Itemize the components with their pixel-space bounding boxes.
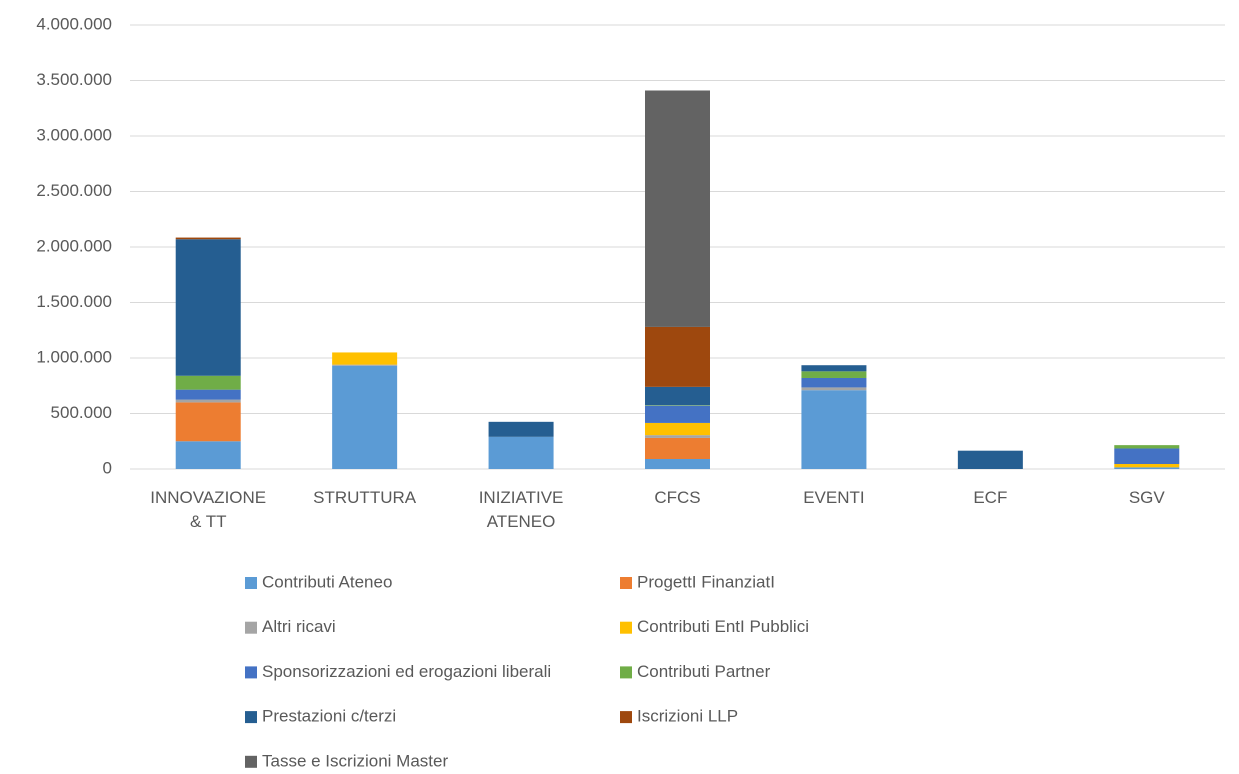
- bar-segment: [1114, 467, 1180, 469]
- legend-label: Contributi Partner: [637, 662, 771, 681]
- bar-segment: [645, 386, 710, 406]
- y-tick-label: 3.500.000: [36, 70, 112, 89]
- bar-segment: [645, 437, 710, 460]
- bar-segment: [175, 375, 241, 390]
- bar-segment: [645, 405, 710, 406]
- x-tick-label: EVENTI: [803, 488, 865, 507]
- bar-segment: [645, 90, 710, 327]
- bar-segment: [801, 365, 867, 372]
- bar-segment: [332, 364, 398, 366]
- legend-swatch: [620, 577, 632, 589]
- y-tick-label: 3.000.000: [36, 125, 112, 144]
- y-tick-label: 1.500.000: [36, 292, 112, 311]
- legend-swatch: [245, 711, 257, 724]
- bar-segment: [175, 237, 241, 240]
- legend-swatch: [620, 711, 632, 724]
- bar-segment: [801, 387, 867, 391]
- bar-segment: [175, 399, 241, 403]
- bar-segment: [645, 405, 710, 423]
- legend-label: Contributi Ateneo: [262, 572, 392, 591]
- bar-segment: [645, 326, 710, 387]
- legend-swatch: [245, 577, 257, 589]
- bar-segment: [175, 441, 241, 469]
- legend-label: ProgettI FinanziatI: [637, 572, 775, 591]
- legend-label: Altri ricavi: [262, 617, 336, 636]
- bar-segment: [1114, 445, 1180, 449]
- y-tick-label: 1.000.000: [36, 347, 112, 366]
- legend-swatch: [620, 621, 632, 634]
- bar-segment: [175, 402, 241, 442]
- y-tick-label: 500.000: [51, 403, 112, 422]
- legend-label: Contributi EntI Pubblici: [637, 617, 809, 636]
- bar-segment: [801, 390, 867, 469]
- x-tick-label: INNOVAZIONE & TT: [150, 488, 267, 531]
- bar-segment: [957, 450, 1023, 469]
- bar-segment: [175, 389, 241, 400]
- legend-swatch: [245, 755, 257, 768]
- legend-swatch: [245, 666, 257, 679]
- bar-segment: [645, 422, 710, 436]
- y-tick-label: 0: [103, 458, 112, 477]
- bar-segment: [175, 239, 241, 376]
- x-tick-label: CFCS: [654, 488, 701, 507]
- legend-swatch: [620, 666, 632, 679]
- x-tick-label: INIZIATIVE ATENEO: [478, 488, 564, 531]
- y-tick-label: 2.000.000: [36, 236, 112, 255]
- bar-segment: [332, 365, 398, 469]
- bar-segment: [332, 352, 398, 365]
- bar-segment: [645, 459, 710, 469]
- legend-label: Tasse e Iscrizioni Master: [262, 751, 448, 770]
- bar-segment: [488, 436, 554, 469]
- y-tick-label: 4.000.000: [36, 14, 112, 33]
- bar-segment: [1114, 464, 1180, 468]
- bar-segment: [1114, 448, 1180, 465]
- x-tick-label: STRUTTURA: [313, 488, 417, 507]
- legend-swatch: [245, 621, 257, 634]
- x-tick-label: ECF: [973, 488, 1008, 507]
- legend-label: Prestazioni c/terzi: [262, 707, 396, 726]
- x-tick-label: SGV: [1128, 488, 1165, 507]
- legend-label: Sponsorizzazioni ed erogazioni liberali: [262, 662, 551, 681]
- bar-segment: [801, 371, 867, 378]
- bar-segment: [801, 377, 867, 388]
- legend-label: Iscrizioni LLP: [637, 707, 738, 726]
- y-tick-label: 2.500.000: [36, 181, 112, 200]
- bar-segment: [488, 421, 554, 437]
- bar-segment: [645, 435, 710, 438]
